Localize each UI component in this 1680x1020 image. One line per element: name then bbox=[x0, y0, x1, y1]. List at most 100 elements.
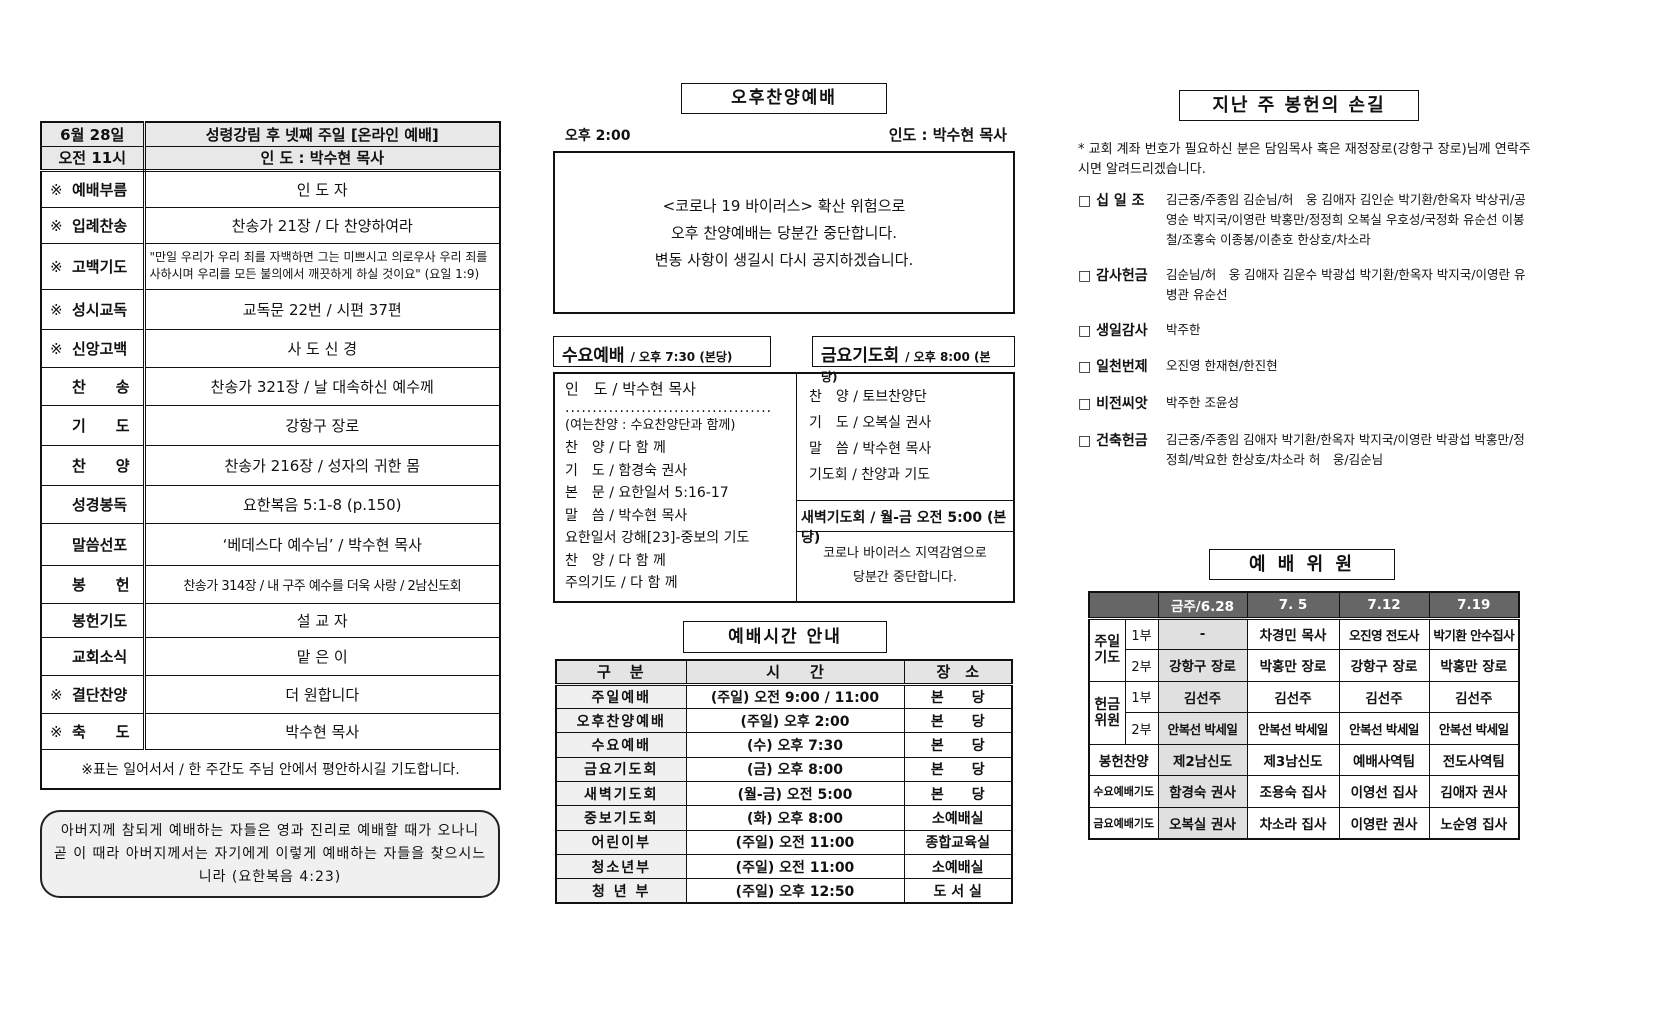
friday-item: 찬 양 / 토브찬양단 bbox=[809, 389, 927, 405]
order-item-content: 찬송가 321장 / 날 대속하신 예수께 bbox=[143, 366, 501, 406]
order-item-label: ※ 입례찬송 bbox=[40, 206, 146, 244]
committee-sub-label: 2부 bbox=[1124, 649, 1159, 682]
order-row: ※ 신앙고백 사 도 신 경 bbox=[40, 328, 501, 368]
committee-cell: 오복실 권사 bbox=[1157, 806, 1248, 839]
schedule-column-header: 구 분 bbox=[555, 659, 687, 686]
offering-note: * 교회 계좌 번호가 필요하신 분은 담임목사 혹은 재정장로(강항구 장로)… bbox=[1078, 142, 1531, 177]
order-item-name: 축 도 bbox=[72, 722, 130, 741]
offering-category: □ 비전씨앗 bbox=[1078, 396, 1148, 412]
schedule-title: 예배시간 안내 bbox=[683, 621, 887, 653]
wednesday-item: 기 도 / 함경숙 권사 bbox=[565, 462, 688, 479]
committee-row: 2부 안복선 박세일 안복선 박세일 안복선 박세일 안복선 박세일 bbox=[1089, 712, 1520, 745]
committee-cell: 김애자 권사 bbox=[1428, 775, 1520, 808]
notice-line: <코로나 19 바이러스> 확산 위험으로 bbox=[662, 197, 906, 215]
schedule-service: 주일예배 bbox=[555, 683, 687, 710]
committee-cell: 김선주 bbox=[1338, 680, 1430, 713]
committee-date: 7. 5 bbox=[1246, 591, 1340, 620]
order-item-name: 신앙고백 bbox=[72, 339, 128, 358]
committee-sub-label: 1부 bbox=[1124, 680, 1159, 713]
schedule-column-header: 장 소 bbox=[903, 659, 1013, 686]
offering-category: □ 십 일 조 bbox=[1078, 193, 1145, 209]
committee-cell: 안복선 박세일 bbox=[1157, 712, 1248, 745]
committee-cell: 차경민 목사 bbox=[1246, 617, 1340, 650]
order-item-name: 찬 양 bbox=[72, 456, 130, 475]
stand-mark: ※ bbox=[50, 300, 63, 319]
stand-mark: ※ bbox=[50, 685, 63, 704]
committee-cell: 제3남신도 bbox=[1246, 743, 1340, 776]
wednesday-item: 찬 양 / 다 함 께 bbox=[565, 440, 666, 456]
committee-cell: 이영선 집사 bbox=[1338, 775, 1430, 808]
order-item-name: 성경봉독 bbox=[72, 495, 128, 514]
order-item-content: 찬송가 216장 / 성자의 귀한 몸 bbox=[143, 444, 501, 486]
order-item-content: 사 도 신 경 bbox=[143, 328, 501, 368]
afternoon-service-title: 오후찬양예배 bbox=[681, 83, 887, 114]
schedule-time: (월-금) 오전 5:00 bbox=[685, 780, 905, 807]
order-item-name: 봉 헌 bbox=[72, 575, 130, 594]
order-item-content: 교독문 22번 / 시편 37편 bbox=[143, 288, 501, 330]
schedule-time: (주일) 오후 2:00 bbox=[685, 708, 905, 734]
dawn-prayer-header: 새벽기도회 / 월-금 오전 5:00 (본당) bbox=[797, 500, 1013, 546]
order-item-content: 더 원합니다 bbox=[143, 674, 501, 714]
schedule-service: 오후찬양예배 bbox=[555, 708, 687, 734]
notice-line: 오후 찬양예배는 당분간 중단합니다. bbox=[670, 224, 898, 242]
order-item-content: 맡 은 이 bbox=[143, 636, 501, 676]
order-item-name: 봉헌기도 bbox=[72, 611, 128, 630]
order-row: 말씀선포 ‘베데스다 예수님’ / 박수현 목사 bbox=[40, 522, 501, 566]
friday-item: 말 씀 / 박수현 목사 bbox=[809, 441, 932, 457]
committee-cell: 강항구 장로 bbox=[1338, 649, 1430, 682]
order-item-label: 찬 송 bbox=[40, 366, 146, 406]
friday-program: 찬 양 / 토브찬양단 기 도 / 오복실 권사 말 씀 / 박수현 목사 기도회 /… bbox=[797, 374, 1013, 500]
committee-cell: 김선주 bbox=[1428, 680, 1520, 713]
committee-cell: 김선주 bbox=[1157, 680, 1248, 713]
committee-date: 금주/6.28 bbox=[1157, 591, 1248, 620]
wednesday-service-header: 수요예배 / 오후 7:30 (본당) bbox=[553, 336, 771, 367]
offering-names: 오진영 한재현/한진현 bbox=[1166, 358, 1278, 373]
order-item-label: ※ 예배부름 bbox=[40, 169, 146, 208]
schedule-place: 본 당 bbox=[903, 683, 1013, 710]
stand-mark: ※ bbox=[50, 180, 63, 199]
schedule-row: 청소년부 (주일) 오전 11:00 소예배실 bbox=[555, 853, 1013, 880]
schedule-place: 본 당 bbox=[903, 708, 1013, 734]
schedule-row: 어린이부 (주일) 오전 11:00 종합교육실 bbox=[555, 829, 1013, 855]
divider: ...................................... bbox=[565, 400, 773, 415]
friday-prayer-header: 금요기도회 / 오후 8:00 (본당) bbox=[812, 336, 1015, 384]
friday-item: 기 도 / 오복실 권사 bbox=[809, 415, 932, 431]
order-footer-row: ※표는 일어서서 / 한 주간도 주님 안에서 평안하시길 기도합니다. bbox=[40, 748, 501, 790]
order-row: ※ 입례찬송 찬송가 21장 / 다 찬양하여라 bbox=[40, 206, 501, 244]
offering-category: □ 감사헌금 bbox=[1078, 268, 1148, 284]
notice-line: 코로나 바이러스 지역감염으로 bbox=[823, 546, 987, 561]
schedule-time: (금) 오후 8:00 bbox=[685, 756, 905, 782]
committee-row: 수요예배기도 함경숙 권사 조용숙 집사 이영선 집사 김애자 권사 bbox=[1088, 775, 1520, 808]
order-item-label: 성경봉독 bbox=[40, 484, 146, 524]
order-item-label: ※ 성시교독 bbox=[40, 288, 146, 330]
committee-cell: 박기환 안수집사 bbox=[1428, 617, 1520, 650]
order-item-name: 말씀선포 bbox=[72, 535, 128, 554]
committee-row-label: 수요예배기도 bbox=[1088, 775, 1159, 808]
committee-row-label: 금요예배기도 bbox=[1088, 806, 1159, 839]
dawn-prayer-notice: 코로나 바이러스 지역감염으로 당분간 중단합니다. bbox=[797, 534, 1013, 601]
order-item-content: 요한복음 5:1-8 (p.150) bbox=[143, 484, 501, 524]
schedule-place: 도 서 실 bbox=[903, 878, 1013, 904]
committee-cell: 함경숙 권사 bbox=[1157, 775, 1248, 808]
offering-names: 김근중/주종임 김애자 박기환/한옥자 박지국/이영란 박광섭 박홍만/정정희/… bbox=[1166, 432, 1525, 467]
schedule-service: 청 년 부 bbox=[555, 878, 687, 904]
worship-committee-table: 금주/6.28 7. 5 7.12 7.19 주일기도 1부 - 차경민 목사 오진영 전도사 박… bbox=[1088, 591, 1520, 840]
schedule-time: (주일) 오후 12:50 bbox=[685, 878, 905, 904]
committee-cell: 강항구 장로 bbox=[1157, 649, 1248, 682]
committee-cell: 안복선 박세일 bbox=[1338, 712, 1430, 745]
wednesday-program: 인 도 / 박수현 목사 ...........................… bbox=[555, 374, 797, 601]
schedule-row: 수요예배 (수) 오후 7:30 본 당 bbox=[555, 732, 1013, 758]
committee-cell: 이영란 권사 bbox=[1338, 806, 1430, 839]
service-title: 성령강림 후 넷째 주일 [온라인 예배] bbox=[143, 121, 501, 147]
order-item-content: 박수현 목사 bbox=[143, 712, 501, 750]
committee-cell: 김선주 bbox=[1246, 680, 1340, 713]
schedule-row: 오후찬양예배 (주일) 오후 2:00 본 당 bbox=[555, 708, 1013, 734]
wednesday-item: 요한일서 강해[23]-중보의 기도 bbox=[565, 530, 750, 546]
schedule-place: 본 당 bbox=[903, 756, 1013, 782]
friday-title: 금요기도회 bbox=[821, 346, 900, 366]
order-row: ※ 고백기도 "만일 우리가 우리 죄를 자백하면 그는 미쁘시고 의로우사 우리 … bbox=[40, 242, 501, 290]
order-item-label: ※ 고백기도 bbox=[40, 242, 146, 290]
schedule-place: 소예배실 bbox=[903, 805, 1013, 831]
stand-mark: ※ bbox=[50, 257, 63, 276]
